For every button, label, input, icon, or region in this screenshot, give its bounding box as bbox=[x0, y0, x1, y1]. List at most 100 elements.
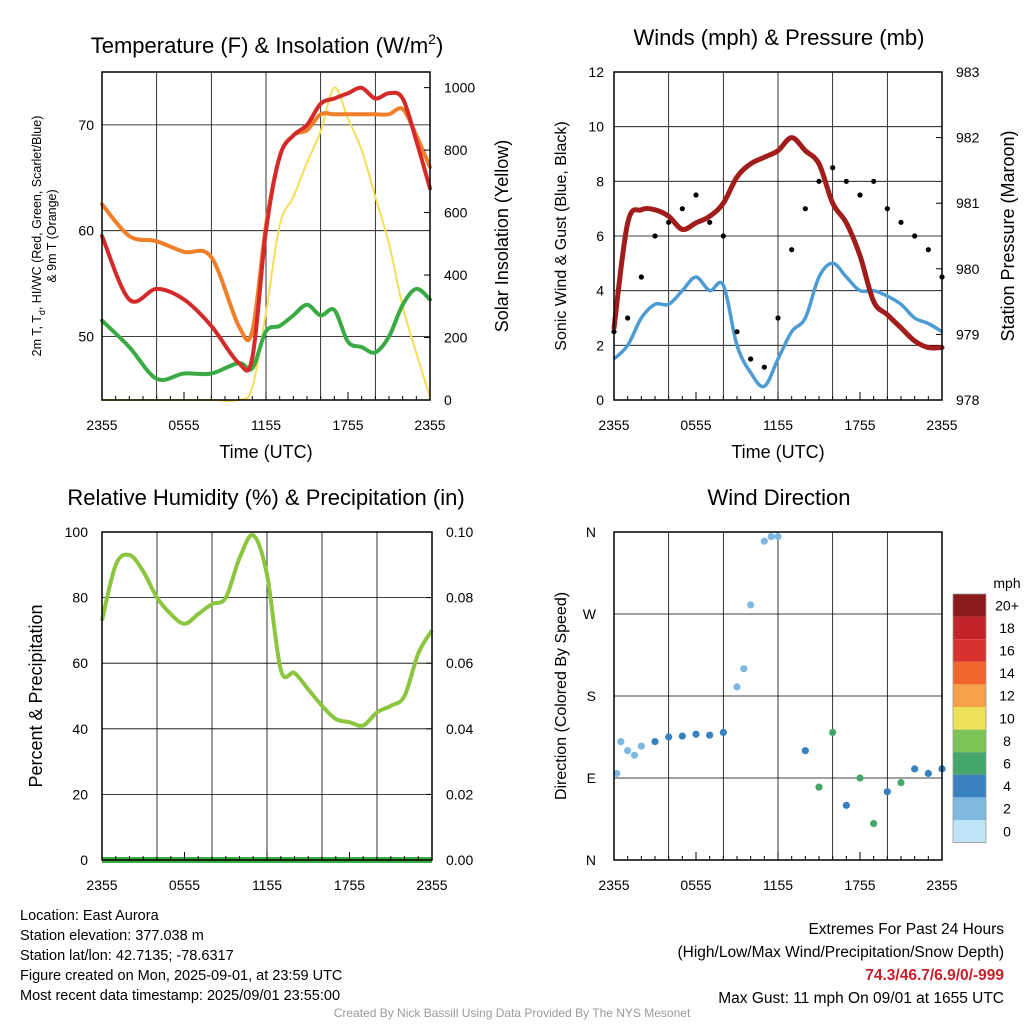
direction-gridlines bbox=[614, 532, 942, 860]
pressure-ytick-label: 980 bbox=[956, 261, 980, 277]
winds-ytick-label: 2 bbox=[596, 337, 604, 353]
winds-xtick-label: 2355 bbox=[598, 417, 629, 433]
precip-ytick-label: 0.08 bbox=[446, 590, 473, 606]
temperature-title: Temperature (F) & Insolation (W/m2) bbox=[91, 31, 444, 58]
direction-ytick-label: N bbox=[586, 852, 596, 868]
legend-label: 14 bbox=[999, 665, 1015, 681]
pressure-ytick-label: 981 bbox=[956, 195, 980, 211]
legend-label: 10 bbox=[999, 710, 1015, 726]
speed-legend: 20+ 18 16 14 12 10 8 6 4 2 0 bbox=[952, 593, 1019, 844]
direction-points bbox=[613, 532, 946, 828]
pressure-ytick-label: 983 bbox=[956, 64, 980, 80]
humidity-ytick-label: 0 bbox=[80, 852, 88, 868]
gust-point bbox=[912, 233, 918, 239]
direction-point bbox=[692, 730, 700, 738]
direction-point bbox=[630, 751, 639, 759]
station-latlon: Station lat/lon: 42.7135; -78.6317 bbox=[20, 948, 234, 964]
winds-ylabel: Sonic Wind & Gust (Blue, Black) bbox=[553, 121, 570, 350]
direction-point bbox=[678, 732, 686, 740]
series-line-2m-t bbox=[100, 85, 432, 373]
winds-xtick-label: 2355 bbox=[926, 417, 957, 433]
pressure-ytick-label: 982 bbox=[956, 130, 980, 146]
gust-point bbox=[720, 233, 726, 239]
winds-ytick-label: 4 bbox=[596, 283, 604, 299]
gust-point bbox=[925, 247, 931, 253]
legend-swatch bbox=[953, 661, 986, 685]
pressure-y2label: Station Pressure (Maroon) bbox=[998, 130, 1018, 341]
temperature-ytick-label: 70 bbox=[78, 117, 94, 133]
gust-point bbox=[761, 364, 767, 370]
max-gust: Max Gust: 11 mph On 09/01 at 1655 UTC bbox=[718, 990, 1004, 1007]
direction-point bbox=[624, 747, 632, 755]
gust-point bbox=[775, 315, 781, 321]
gust-point bbox=[707, 219, 713, 225]
legend-swatch bbox=[953, 707, 986, 730]
winds-ticks: 0 2 4 6 8 10 12 978 979 980 981 982 983 2355 0555 1155 1… bbox=[588, 64, 979, 433]
legend-label: 4 bbox=[1003, 778, 1011, 794]
station-info: Location: East Aurora Station elevation:… bbox=[20, 906, 342, 1006]
gust-point bbox=[871, 178, 877, 184]
humidity-ytick-label: 40 bbox=[72, 721, 88, 737]
direction-point bbox=[651, 737, 659, 746]
legend-label: 12 bbox=[999, 688, 1015, 704]
winds-ytick-label: 12 bbox=[588, 64, 604, 80]
winds-ytick-label: 10 bbox=[588, 119, 604, 135]
gust-point bbox=[802, 206, 808, 212]
winds-series bbox=[611, 135, 945, 389]
gust-point bbox=[884, 206, 890, 212]
gust-point bbox=[830, 165, 836, 171]
winds-ytick-label: 8 bbox=[596, 173, 604, 189]
temperature-xlabel: Time (UTC) bbox=[219, 442, 312, 462]
precip-ytick-label: 0.10 bbox=[446, 524, 473, 540]
direction-point bbox=[842, 801, 850, 809]
humidity-ylabel: Percent & Precipitation bbox=[26, 604, 46, 787]
temperature-ylabel-line2: & 9m T (Orange) bbox=[45, 189, 59, 282]
direction-point bbox=[911, 765, 919, 773]
temperature-xtick-label: 2355 bbox=[86, 417, 117, 433]
insolation-ytick-label: 800 bbox=[444, 142, 468, 158]
humidity-xtick-label: 2355 bbox=[416, 877, 447, 893]
legend-swatch bbox=[953, 820, 986, 843]
legend-label: 20+ bbox=[995, 597, 1019, 613]
gust-point bbox=[857, 192, 863, 198]
humidity-ytick-label: 100 bbox=[65, 524, 89, 540]
direction-ytick-label: N bbox=[586, 524, 596, 540]
recent-timestamp: Most recent data timestamp: 2025/09/01 2… bbox=[20, 988, 341, 1004]
direction-point bbox=[829, 728, 837, 737]
temperature-ticks: 50 60 70 0 200 400 600 800 1000 2355 0555 1155 1755 2… bbox=[78, 80, 475, 433]
direction-point bbox=[719, 728, 727, 737]
series-line-station-pressure bbox=[611, 135, 945, 351]
direction-point bbox=[856, 774, 864, 782]
legend-swatch bbox=[953, 684, 986, 707]
direction-point bbox=[740, 665, 748, 673]
winds-ytick-label: 0 bbox=[596, 392, 604, 408]
humidity-xtick-label: 1155 bbox=[252, 877, 282, 893]
insolation-ytick-label: 0 bbox=[444, 392, 452, 408]
gust-point bbox=[625, 315, 631, 321]
gust-point bbox=[789, 247, 795, 253]
precip-ytick-label: 0.00 bbox=[446, 852, 473, 868]
legend-title: mph bbox=[993, 575, 1020, 591]
legend-swatch bbox=[953, 594, 986, 617]
series-line-relative-humidity bbox=[100, 533, 434, 728]
direction-xtick-label: 0555 bbox=[680, 877, 711, 893]
direction-ytick-label: S bbox=[587, 688, 596, 704]
direction-point bbox=[706, 731, 714, 739]
temperature-ytick-label: 50 bbox=[78, 329, 94, 345]
humidity-ytick-label: 60 bbox=[72, 655, 88, 671]
direction-point bbox=[617, 737, 625, 746]
insolation-ytick-label: 600 bbox=[444, 205, 468, 221]
credit-line: Created By Nick Bassill Using Data Provi… bbox=[333, 1006, 691, 1020]
legend-swatch bbox=[953, 729, 986, 753]
direction-xtick-label: 2355 bbox=[926, 877, 957, 893]
direction-point bbox=[924, 769, 932, 778]
station-elevation: Station elevation: 377.038 m bbox=[20, 928, 204, 944]
winds-title: Winds (mph) & Pressure (mb) bbox=[634, 25, 925, 50]
temperature-xtick-label: 2355 bbox=[414, 417, 445, 433]
direction-xtick-label: 1755 bbox=[844, 877, 875, 893]
legend-swatch bbox=[953, 639, 986, 662]
gust-point bbox=[638, 274, 644, 280]
legend-label: 8 bbox=[1003, 733, 1011, 749]
direction-point bbox=[665, 733, 673, 741]
